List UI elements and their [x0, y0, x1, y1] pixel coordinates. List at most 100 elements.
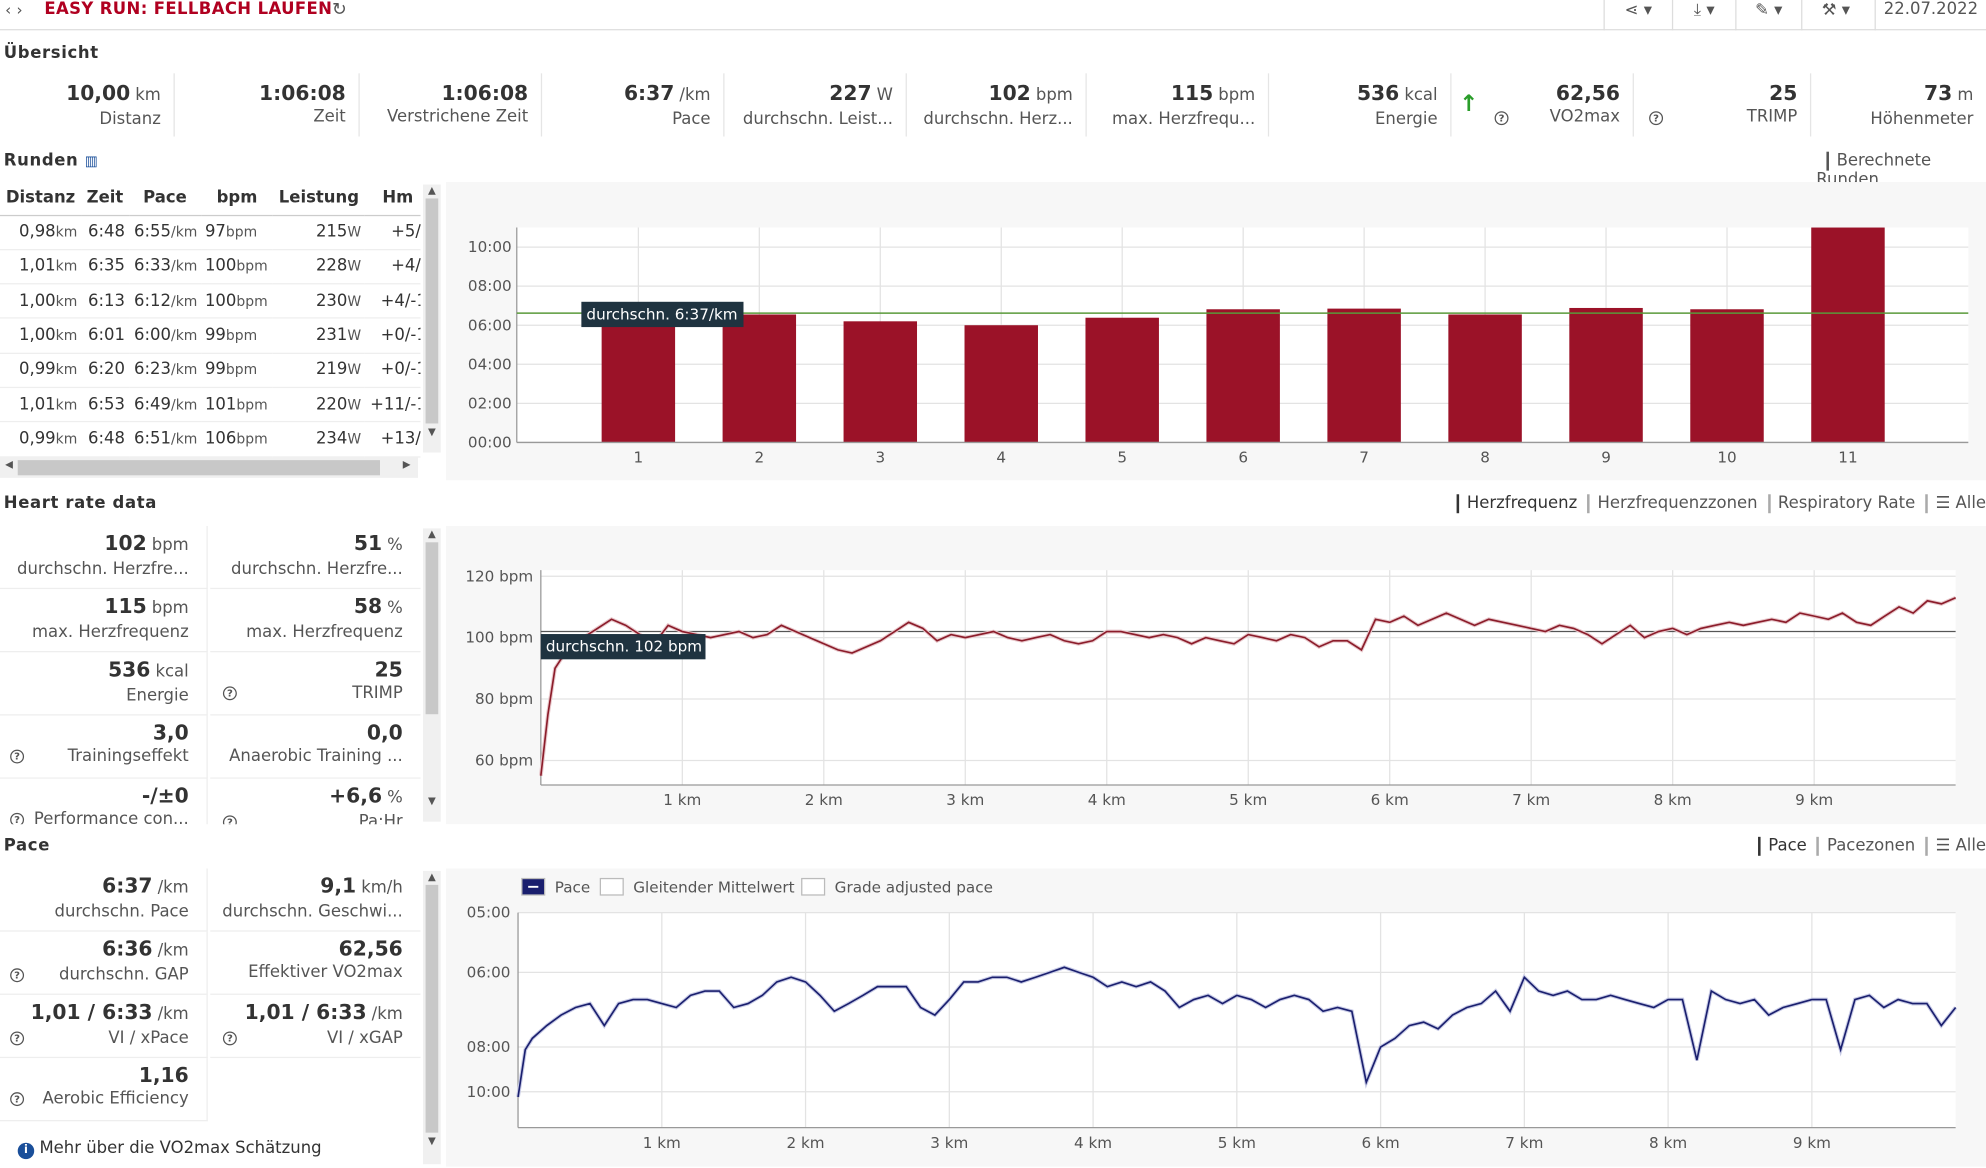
overview-card-pace: 6:37/km Pace: [542, 73, 725, 137]
lap-distance: 1,00km: [0, 318, 82, 354]
stat-label-text: Trainingseffekt: [67, 747, 189, 767]
tab-alle[interactable]: ☰ Alle: [1925, 494, 1986, 514]
average-label: durchschn. 102 bpm: [546, 638, 702, 656]
laps-col-leistung[interactable]: Leistung: [272, 182, 365, 216]
help-icon[interactable]: ?: [10, 749, 25, 764]
lap-pace: 6:55/km: [128, 214, 202, 251]
legend-label[interactable]: Grade adjusted pace: [835, 878, 993, 896]
stat-label-text: max. Herzfrequenz: [32, 623, 189, 643]
stat-number: 62,56: [338, 936, 403, 961]
help-icon[interactable]: ?: [10, 1092, 25, 1107]
laps-bar-chart: 00:00 02:00 04:00 06:00 08:00 10:00 1 2 3 4 5 6 7 8 9 1…: [445, 182, 1986, 481]
help-icon[interactable]: ?: [222, 1031, 237, 1046]
stat-value: 1,16: [0, 1063, 189, 1088]
heart-scrollbar[interactable]: ▲ ▼: [423, 528, 441, 822]
share-button[interactable]: ⋖ ▾: [1603, 0, 1672, 31]
lap-time: 6:20: [81, 352, 129, 389]
card-value: 6:37/km: [542, 81, 711, 109]
chart-icon[interactable]: ▥: [84, 152, 99, 170]
x-tick-label: 8 km: [1654, 791, 1692, 809]
tab-herzfrequenz[interactable]: Herzfrequenz: [1456, 494, 1578, 514]
x-tick-label: 7 km: [1505, 1134, 1543, 1152]
stat-cell: 6:36/km? durchschn. GAP: [0, 931, 208, 995]
forward-icon[interactable]: ›: [16, 1, 23, 19]
laps-horizontal-scrollbar[interactable]: ◀ ▶: [0, 457, 418, 478]
lap-pace: 6:23/km: [128, 352, 202, 389]
laps-col-distanz[interactable]: Distanz: [0, 182, 82, 216]
bar[interactable]: [1327, 308, 1401, 443]
card-unit: km: [135, 85, 161, 105]
x-tick-label: 8: [1480, 449, 1490, 467]
x-tick-label: 9: [1601, 449, 1611, 467]
bar[interactable]: [1690, 309, 1764, 443]
stat-label-text: durchschn. Herzfre...: [231, 559, 403, 579]
tools-button[interactable]: ⚒ ▾: [1801, 0, 1869, 31]
help-icon[interactable]: ?: [10, 812, 25, 825]
back-icon[interactable]: ‹: [5, 1, 12, 19]
activity-date: 22.07.2022: [1874, 0, 1986, 31]
y-tick-label: 06:00: [467, 963, 511, 981]
laps-col-pace[interactable]: Pace: [128, 182, 202, 216]
stat-cell: 6:37/km durchschn. Pace: [0, 868, 208, 932]
pace-line[interactable]: [517, 966, 1957, 1098]
bar[interactable]: [843, 321, 918, 443]
x-tick-label: 7 km: [1512, 791, 1550, 809]
tab-alle[interactable]: ☰ Alle: [1925, 836, 1986, 856]
legend-swatch[interactable]: [599, 877, 624, 896]
tab-pace[interactable]: Pace: [1758, 836, 1807, 856]
magic-button[interactable]: ✎ ▾: [1735, 0, 1801, 31]
stat-label: Anaerobic Training ...: [210, 746, 403, 769]
bar[interactable]: [1811, 227, 1885, 443]
card-label: Distanz: [99, 109, 161, 129]
help-icon[interactable]: ?: [10, 968, 25, 983]
help-icon[interactable]: ?: [222, 815, 237, 825]
help-icon[interactable]: ?: [1649, 111, 1664, 126]
laps-col-bpm[interactable]: bpm: [201, 182, 273, 216]
card-label: Zeit: [313, 107, 346, 127]
bar[interactable]: [1085, 317, 1159, 443]
stat-label: durchschn. Herzfre...: [210, 559, 403, 582]
bar[interactable]: [601, 309, 676, 443]
stat-label: max. Herzfrequenz: [0, 622, 189, 645]
help-icon[interactable]: ?: [1494, 111, 1509, 126]
y-tick-label: 05:00: [467, 904, 511, 922]
legend-label[interactable]: Pace: [555, 878, 590, 896]
stat-cell: 115 bpm max. Herzfrequenz: [0, 589, 208, 653]
laps-vertical-scrollbar[interactable]: ▲ ▼: [423, 184, 441, 453]
bar[interactable]: [1569, 307, 1643, 443]
pace-scrollbar[interactable]: ▲ ▼: [423, 870, 441, 1165]
tab-pacezonen[interactable]: Pacezonen: [1816, 836, 1915, 856]
bar[interactable]: [1206, 309, 1280, 443]
heart-rate-line[interactable]: [540, 597, 1956, 776]
bar[interactable]: [1448, 314, 1522, 443]
laps-col-hm[interactable]: Hm: [364, 182, 421, 216]
card-label: Energie: [1374, 109, 1438, 129]
card-value-number: 1:06:08: [259, 80, 346, 105]
stat-cell: 1,01 / 6:33/km? VI / xGAP: [210, 995, 421, 1059]
bar[interactable]: [964, 325, 1038, 443]
stat-cell: 536 kcal Energie: [0, 652, 208, 716]
legend-label[interactable]: Gleitender Mittelwert: [633, 878, 794, 896]
legend-swatch[interactable]: [801, 877, 826, 896]
help-icon[interactable]: ?: [10, 1031, 25, 1046]
lap-bpm: 99bpm: [201, 352, 273, 389]
bar[interactable]: [722, 314, 797, 443]
stat-unit: /km: [371, 1004, 403, 1024]
laps-col-zeit[interactable]: Zeit: [81, 182, 129, 216]
download-button[interactable]: ⤓ ▾: [1671, 0, 1735, 31]
stat-label-text: Performance con...: [33, 810, 189, 825]
vo2max-info-link[interactable]: i Mehr über die VO2max Schätzung: [17, 1139, 322, 1160]
lap-time: 6:01: [81, 318, 129, 354]
card-value: 25: [1634, 81, 1797, 106]
tab-herzfrequenzzonen[interactable]: Herzfrequenzzonen: [1587, 494, 1758, 514]
tab-respiratory-rate[interactable]: Respiratory Rate: [1767, 494, 1916, 514]
refresh-icon[interactable]: ↻: [331, 0, 347, 21]
help-icon[interactable]: ?: [222, 686, 237, 701]
